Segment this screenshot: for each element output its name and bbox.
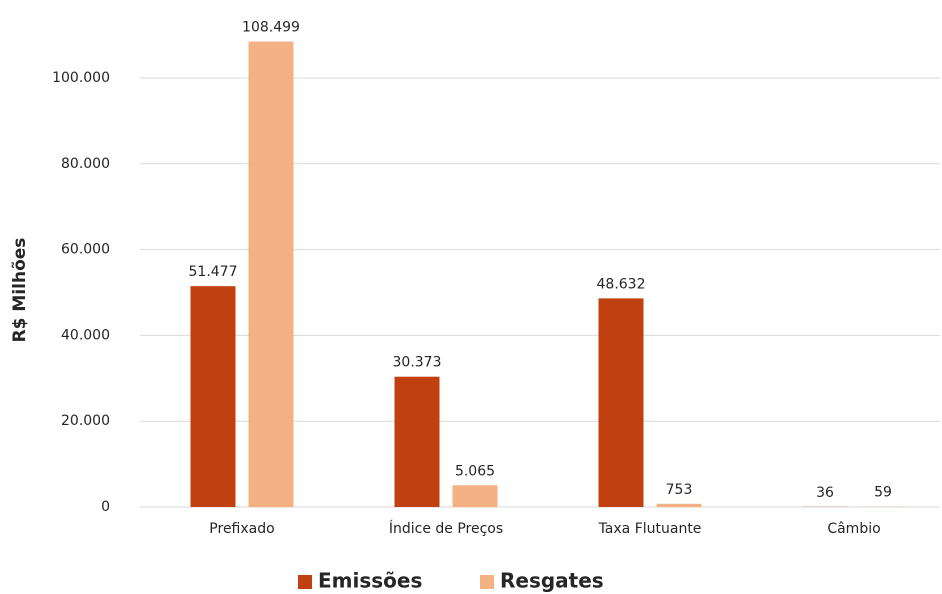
bar [452, 485, 498, 507]
y-axis-title: R$ Milhões [10, 238, 30, 343]
legend-label: Emissões [318, 569, 422, 593]
data-label: 30.373 [393, 355, 442, 371]
y-tick-label: 80.000 [61, 156, 110, 172]
bar [190, 286, 236, 507]
y-tick-label: 100.000 [52, 70, 110, 86]
x-tick-label: Taxa Flutuante [598, 521, 702, 537]
data-label: 48.632 [597, 276, 646, 292]
y-tick-label: 60.000 [61, 242, 110, 258]
x-tick-label: Câmbio [827, 521, 880, 537]
bar [248, 41, 294, 507]
x-tick-label: Prefixado [209, 521, 274, 537]
bar [656, 503, 702, 507]
legend-swatch [298, 575, 312, 589]
data-label: 5.065 [455, 463, 495, 479]
data-label: 108.499 [242, 20, 300, 36]
data-label: 36 [816, 485, 834, 501]
y-tick-label: 0 [101, 499, 110, 515]
data-label: 59 [874, 485, 892, 501]
legend-swatch [480, 575, 494, 589]
bar [394, 376, 440, 507]
legend-label: Resgates [500, 569, 604, 593]
x-tick-label: Índice de Preços [389, 520, 503, 537]
data-label: 51.477 [189, 264, 238, 280]
y-tick-label: 20.000 [61, 413, 110, 429]
data-label: 753 [666, 482, 693, 498]
y-tick-label: 40.000 [61, 327, 110, 343]
bar [598, 298, 644, 507]
